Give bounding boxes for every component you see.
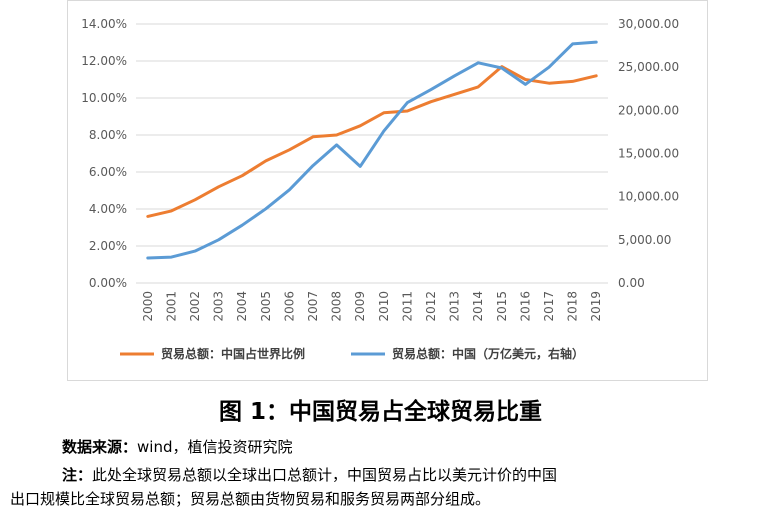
y-right-tick-label: 30,000.00 [618,17,679,31]
y-left-tick-label: 12.00% [81,54,127,68]
series-line-share [146,65,598,218]
y-right-tick-label: 10,000.00 [618,190,679,204]
y-right-tick-label: 15,000.00 [618,147,679,161]
series-line-trade-total [146,40,598,260]
line-chart: 0.00% 2.00% 4.00% 6.00% 8.00% 10.00% 12.00% 14.… [81,17,679,361]
x-tick-label: 2004 [235,291,249,322]
x-tick-label: 2009 [353,291,367,322]
x-tick-label: 2015 [495,291,509,322]
note-line-2: 出口规模比全球贸易总额；贸易总额由货物贸易和服务贸易两部分组成。 [10,488,490,510]
source-label: 数据来源： [62,438,138,456]
x-tick-label: 2007 [306,291,320,322]
chart-frame: 0.00% 2.00% 4.00% 6.00% 8.00% 10.00% 12.00% 14.… [67,0,708,381]
x-tick-label: 2001 [164,291,178,322]
note-text-1: 此处全球贸易总额以全球出口总额计，中国贸易占比以美元计价的中国 [92,466,558,484]
y-right-tick-label: 20,000.00 [618,103,679,117]
y-right-tick-label: 5,000.00 [618,233,671,247]
x-tick-label: 2008 [330,291,344,322]
y-left-tick-label: 14.00% [81,17,127,31]
x-tick-label: 2012 [424,291,438,322]
y-left-tick-label: 4.00% [89,202,127,216]
y-left-tick-label: 8.00% [89,128,127,142]
y-left-tick-label: 0.00% [89,276,127,290]
x-tick-label: 2003 [212,291,226,322]
x-tick-label: 2016 [518,291,532,322]
y-right-tick-label: 0.00 [618,276,645,290]
legend-label: 贸易总额：中国占世界比例 [161,346,305,361]
note-line-1: 注：此处全球贸易总额以全球出口总额计，中国贸易占比以美元计价的中国 [62,464,557,486]
y-right-tick-label: 25,000.00 [618,60,679,74]
x-tick-label: 2011 [400,291,414,322]
x-tick-label: 2006 [282,291,296,322]
figure-title: 图 1：中国贸易占全球贸易比重 [218,399,542,425]
source-text: wind，植信投资研究院 [137,438,293,456]
x-tick-label: 2010 [377,291,391,322]
x-tick-label: 2013 [448,291,462,322]
x-tick-label: 2017 [542,291,556,322]
x-tick-label: 2018 [566,291,580,322]
x-tick-label: 2002 [188,291,202,322]
y-left-tick-label: 6.00% [89,165,127,179]
x-tick-label: 2005 [259,291,273,322]
x-tick-label: 2019 [589,291,603,322]
note-text-2: 出口规模比全球贸易总额；贸易总额由货物贸易和服务贸易两部分组成。 [10,490,491,508]
x-tick-label: 2014 [471,291,485,322]
data-source: 数据来源：wind，植信投资研究院 [62,436,292,458]
y-left-tick-label: 10.00% [81,91,127,105]
x-tick-label: 2000 [141,291,155,322]
note-label: 注： [62,466,93,484]
legend-label: 贸易总额：中国（万亿美元，右轴） [392,346,584,361]
y-left-tick-label: 2.00% [89,239,127,253]
